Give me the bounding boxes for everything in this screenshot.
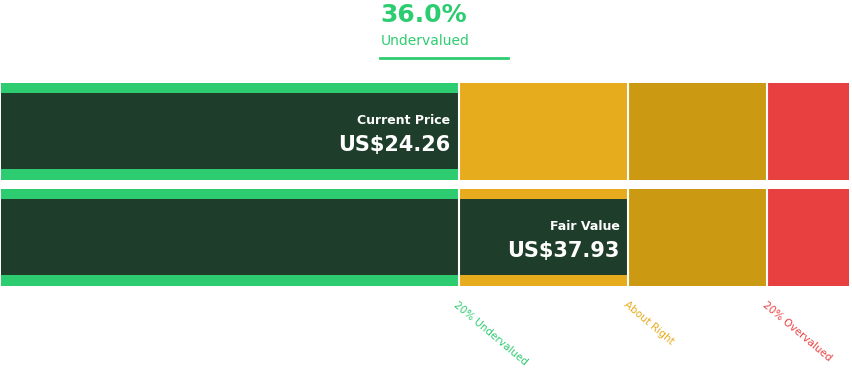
Bar — [766, 82, 849, 180]
Bar — [627, 82, 766, 180]
Text: 20% Overvalued: 20% Overvalued — [760, 300, 832, 363]
Text: 36.0%: 36.0% — [380, 3, 467, 27]
Text: US$37.93: US$37.93 — [507, 241, 619, 261]
Text: US$24.26: US$24.26 — [337, 135, 450, 155]
Bar — [627, 188, 766, 286]
Bar — [2, 93, 458, 169]
Bar — [458, 82, 627, 180]
Bar — [2, 188, 458, 286]
Bar — [2, 82, 458, 180]
Bar — [766, 188, 849, 286]
Text: Fair Value: Fair Value — [550, 220, 619, 233]
Bar — [458, 188, 627, 286]
Text: About Right: About Right — [621, 300, 675, 347]
Text: Current Price: Current Price — [356, 114, 450, 127]
Text: Undervalued: Undervalued — [380, 33, 469, 48]
Bar — [2, 199, 627, 275]
Text: 20% Undervalued: 20% Undervalued — [452, 300, 529, 367]
